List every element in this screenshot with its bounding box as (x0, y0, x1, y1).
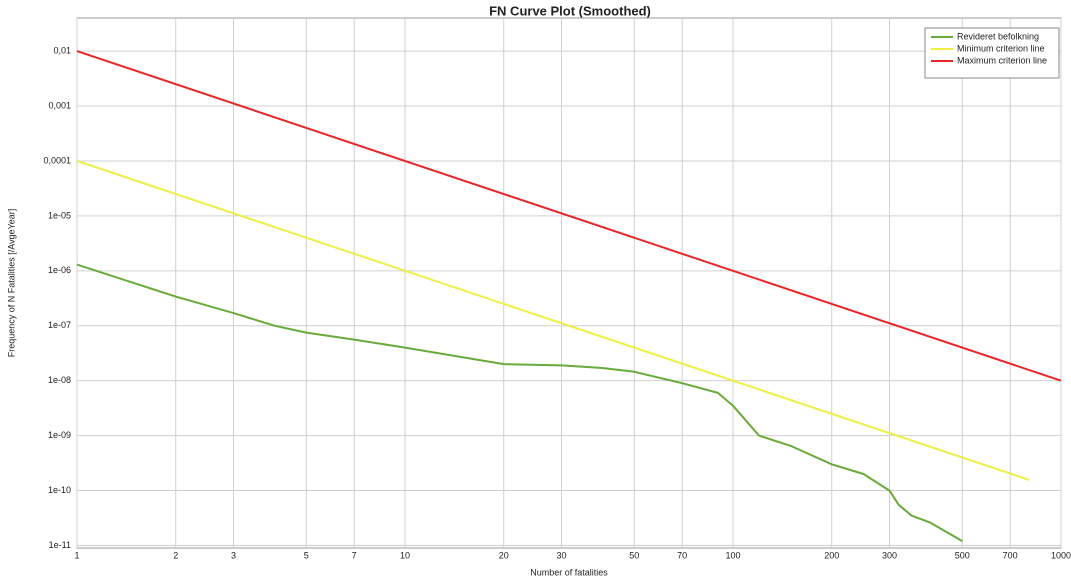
series-line (76, 159, 1030, 481)
x-tick-label: 3 (231, 550, 236, 560)
x-tick-label: 100 (725, 550, 740, 560)
y-tick-label: 0,001 (48, 100, 71, 110)
x-tick-label: 70 (677, 550, 687, 560)
y-tick-label: 1e-10 (48, 485, 71, 495)
x-tick-label: 5 (304, 550, 309, 560)
x-axis-label: Number of fatalities (530, 567, 608, 577)
x-tick-label: 2 (173, 550, 178, 560)
y-tick-label: 1e-08 (48, 375, 71, 385)
series-line (76, 263, 963, 542)
x-tick-label: 1000 (1051, 550, 1071, 560)
x-tick-label: 1 (74, 550, 79, 560)
x-tick-label: 50 (629, 550, 639, 560)
y-tick-label: 1e-09 (48, 430, 71, 440)
x-tick-label: 300 (882, 550, 897, 560)
y-axis-label: Frequency of N Fatalities [/AvgeYear] (6, 209, 16, 358)
x-tick-label: 7 (352, 550, 357, 560)
x-tick-label: 700 (1003, 550, 1018, 560)
plot-area (76, 17, 1062, 549)
x-tick-label: 200 (824, 550, 839, 560)
y-tick-label: 1e-11 (49, 540, 71, 550)
legend: Revideret befolkning Minimum criterion li… (924, 27, 1060, 79)
x-tick-label: 500 (955, 550, 970, 560)
x-tick-label: 10 (400, 550, 410, 560)
y-tick-label: 1e-05 (48, 210, 71, 220)
legend-label: Minimum criterion line (957, 43, 1045, 53)
y-tick-label: 0,0001 (43, 155, 71, 165)
x-tick-label: 30 (556, 550, 566, 560)
chart-title: FN Curve Plot (Smoothed) (489, 3, 651, 18)
series-line (76, 50, 1062, 382)
x-tick-label: 20 (499, 550, 509, 560)
legend-label: Revideret befolkning (957, 31, 1039, 41)
y-tick-label: 1e-06 (48, 265, 71, 275)
y-tick-label: 0,01 (53, 45, 71, 55)
legend-label: Maximum criterion line (957, 55, 1047, 65)
y-tick-label: 1e-07 (48, 320, 71, 330)
